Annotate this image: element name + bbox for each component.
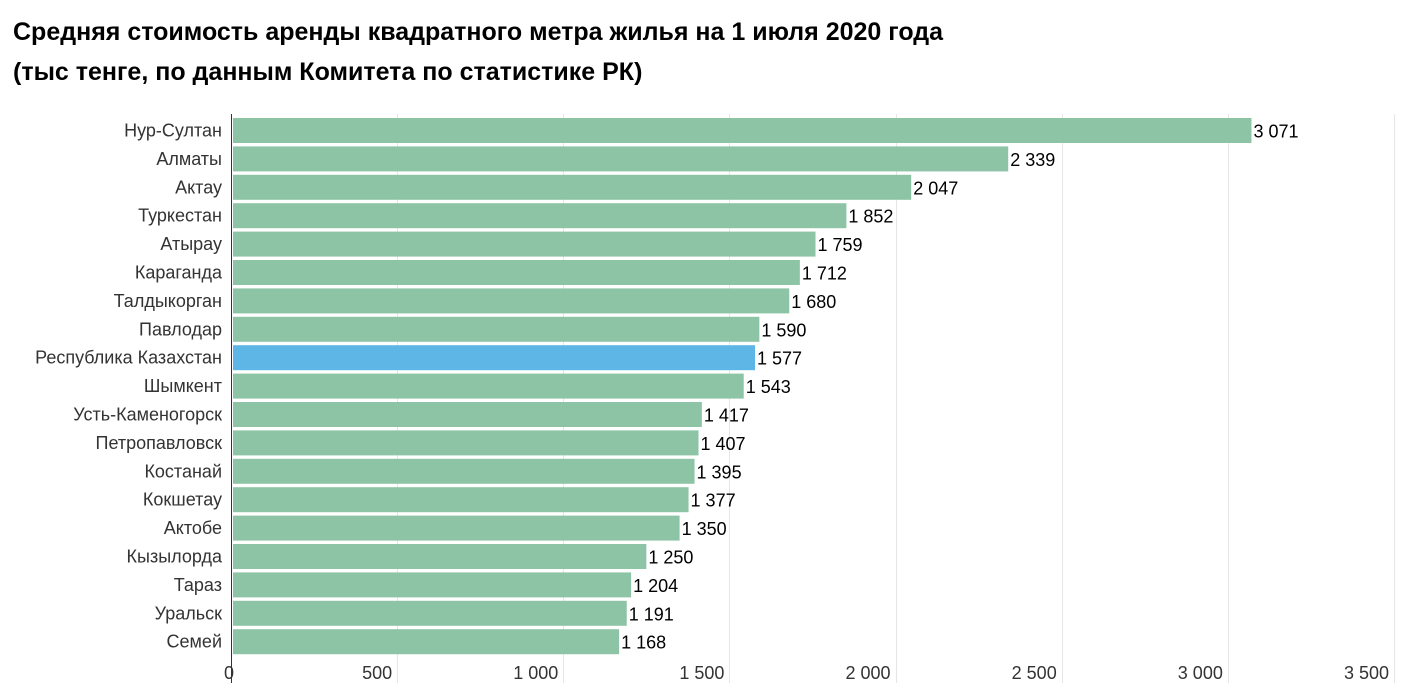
bar (233, 146, 1009, 172)
value-label: 1 590 (761, 320, 806, 340)
category-label: Тараз (174, 575, 222, 595)
x-tick-label: 500 (362, 663, 392, 683)
chart-title: Средняя стоимость аренды квадратного мет… (13, 12, 1393, 92)
value-label: 1 407 (701, 434, 746, 454)
category-label: Нур-Султан (124, 121, 222, 141)
category-label: Республика Казахстан (35, 348, 222, 368)
value-label: 2 047 (913, 178, 958, 198)
x-tick-label: 1 500 (679, 663, 724, 683)
x-tick-label: 1 000 (513, 663, 558, 683)
value-label: 2 339 (1010, 150, 1055, 170)
value-label: 1 417 (704, 406, 749, 426)
category-label: Актобе (164, 518, 222, 538)
value-label: 1 191 (629, 604, 674, 624)
bar (233, 174, 912, 200)
category-label: Туркестан (138, 206, 222, 226)
category-label: Семей (167, 632, 222, 652)
bar (233, 629, 620, 655)
x-tick-label: 2 500 (1012, 663, 1057, 683)
x-tick-label: 3 000 (1178, 663, 1223, 683)
value-label: 1 204 (633, 576, 678, 596)
category-label: Алматы (156, 149, 222, 169)
value-label: 1 377 (691, 491, 736, 511)
bar (233, 316, 760, 342)
category-label: Павлодар (139, 319, 222, 339)
value-label: 1 395 (697, 462, 742, 482)
value-label: 1 543 (746, 377, 791, 397)
bar (233, 260, 800, 285)
category-label: Актау (175, 177, 222, 197)
bar (233, 544, 647, 569)
category-label: Петропавловск (96, 433, 223, 453)
bar (233, 572, 632, 598)
bar (233, 458, 695, 484)
category-label: Атырау (160, 234, 222, 254)
bar (233, 600, 627, 626)
chart-title-line-2: (тыс тенге, по данным Комитета по статис… (13, 58, 643, 86)
bar (233, 373, 744, 399)
bar (233, 402, 702, 427)
x-tick-label: 0 (224, 663, 234, 683)
x-tick-label: 3 500 (1344, 663, 1389, 683)
x-tick-label: 2 000 (846, 663, 891, 683)
chart-title-line-1: Средняя стоимость аренды квадратного мет… (13, 18, 944, 46)
bar (233, 231, 816, 257)
category-label: Кокшетау (143, 490, 222, 510)
category-label: Караганда (135, 263, 223, 283)
bar (233, 515, 680, 541)
value-label: 1 712 (802, 264, 847, 284)
value-label: 1 168 (621, 633, 666, 653)
value-label: 1 759 (817, 235, 862, 255)
category-label: Шымкент (144, 376, 222, 396)
value-label: 1 577 (757, 349, 802, 369)
value-label: 1 250 (648, 548, 693, 568)
category-label: Талдыкорган (114, 291, 222, 311)
bar-highlight (233, 345, 756, 371)
bar (233, 288, 790, 314)
bar (233, 430, 699, 456)
value-label: 3 071 (1253, 122, 1298, 142)
value-label: 1 852 (848, 207, 893, 227)
category-label: Кызылорда (127, 547, 223, 567)
category-label: Костанай (144, 461, 222, 481)
value-label: 1 680 (791, 292, 836, 312)
value-label: 1 350 (682, 519, 727, 539)
category-label: Усть-Каменогорск (73, 405, 222, 425)
bar (233, 118, 1252, 143)
bar (233, 203, 847, 229)
bar (233, 487, 689, 513)
category-label: Уральск (155, 603, 223, 623)
